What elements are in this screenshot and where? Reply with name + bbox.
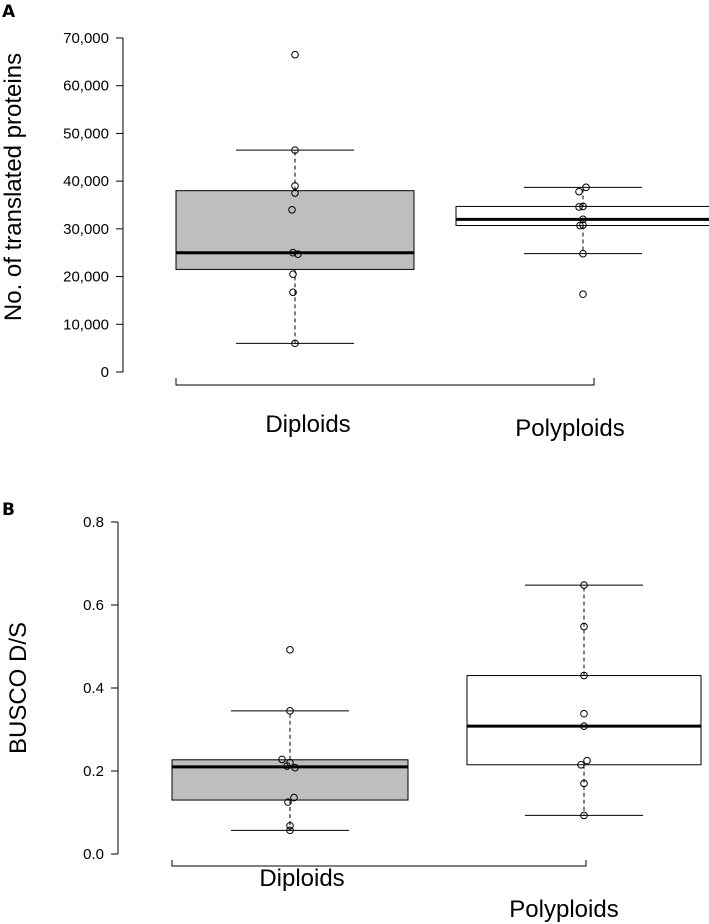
data-point (580, 779, 588, 788)
y-tick-label: 0.0 (83, 846, 104, 863)
panel-b-category-diploids: Diploids (259, 865, 344, 892)
data-point (291, 146, 299, 154)
panel-a-category-diploids: Diploids (265, 411, 350, 438)
data-point (577, 760, 585, 769)
panel-a-x-bracket (175, 378, 595, 386)
data-point (575, 187, 583, 196)
y-tick-label: 0.4 (83, 680, 104, 697)
data-point (580, 709, 588, 718)
panel-a-category-polyploids: Polyploids (515, 415, 624, 442)
y-tick-label: 40,000 (63, 173, 109, 190)
panel-a-label: A (2, 2, 16, 22)
iqr-box (175, 190, 415, 270)
data-point (576, 221, 584, 230)
box-diploids (175, 50, 415, 348)
data-point (583, 756, 591, 765)
box-polyploids (455, 183, 709, 299)
panel-b-category-polyploids: Polyploids (509, 896, 618, 923)
data-point (286, 646, 294, 654)
y-tick-label: 60,000 (63, 78, 109, 95)
data-point (291, 763, 299, 772)
data-point (580, 622, 588, 631)
panel-b-y-ticks: 0.0 0.2 0.4 0.6 0.8 (83, 514, 118, 863)
data-point (290, 793, 298, 802)
data-point (284, 798, 292, 806)
y-tick-label: 10,000 (63, 316, 109, 333)
y-tick-label: 50,000 (63, 125, 109, 142)
y-tick-label: 0.6 (83, 597, 104, 614)
data-point (289, 248, 297, 257)
panel-a: A No. of translated proteins 0 10,000 20,0… (0, 2, 709, 442)
data-point (289, 288, 297, 297)
panel-b: B BUSCO D/S 0.0 0.2 0.4 0.6 0.8 Diploids Pol… (2, 500, 702, 923)
iqr-box (466, 675, 702, 766)
panel-a-boxes (175, 50, 709, 348)
panel-a-y-axis-title: No. of translated proteins (0, 53, 27, 321)
data-point (579, 215, 587, 224)
data-point (291, 182, 299, 190)
panel-a-y-ticks: 0 10,000 20,000 30,000 40,000 50,000 60,000 70,… (63, 30, 123, 381)
y-tick-label: 0.8 (83, 514, 104, 531)
panel-b-x-bracket (171, 860, 587, 867)
y-tick-label: 30,000 (63, 221, 109, 238)
y-tick-label: 0 (101, 364, 109, 381)
box-polyploids (466, 581, 702, 820)
data-point (288, 205, 296, 214)
box-diploids (171, 646, 409, 835)
y-tick-label: 20,000 (63, 269, 109, 286)
y-tick-label: 0.2 (83, 763, 104, 780)
data-point (579, 221, 587, 229)
data-point (294, 250, 302, 258)
data-point (278, 755, 286, 764)
data-point (283, 762, 291, 770)
data-point (291, 189, 299, 197)
data-point (579, 290, 587, 299)
data-point (579, 202, 587, 211)
data-point (580, 581, 588, 589)
data-point (580, 722, 588, 730)
y-tick-label: 70,000 (63, 30, 109, 47)
data-point (582, 183, 590, 192)
data-point (580, 811, 588, 820)
panel-b-y-axis-title: BUSCO D/S (5, 622, 32, 754)
data-point (291, 50, 299, 59)
data-point (291, 339, 299, 348)
panel-b-boxes (171, 581, 702, 835)
data-point (286, 826, 294, 835)
data-point (286, 821, 294, 830)
data-point (289, 270, 297, 278)
data-point (580, 671, 588, 680)
data-point (575, 203, 583, 211)
data-point (579, 249, 587, 258)
panel-b-label: B (2, 500, 15, 520)
data-point (286, 707, 294, 715)
